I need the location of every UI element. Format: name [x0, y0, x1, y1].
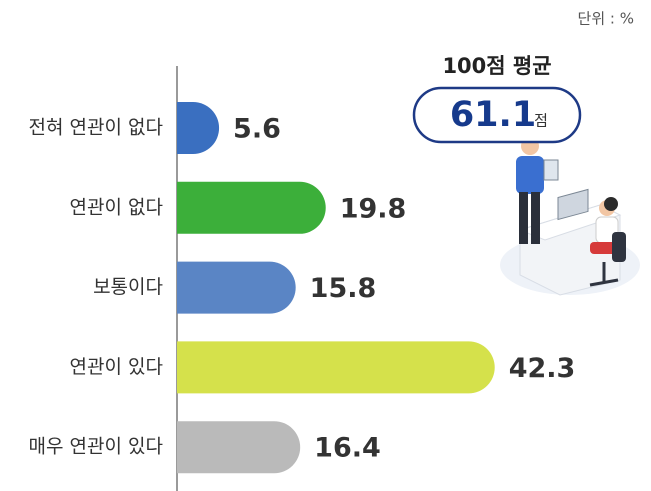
bar [177, 341, 495, 393]
annotation-unit: 점 [534, 112, 548, 130]
unit-label: 단위 : % [578, 10, 634, 28]
value-label: 15.8 [310, 273, 377, 304]
annotation-value: 61.1 [450, 95, 536, 135]
value-label: 16.4 [314, 433, 381, 464]
value-label: 5.6 [233, 114, 281, 145]
annotation-title: 100점 평균 [442, 54, 551, 78]
value-label: 19.8 [340, 193, 407, 224]
bar [177, 421, 300, 473]
category-label: 전혀 연관이 없다 [29, 117, 163, 139]
bar [177, 182, 326, 234]
bar [177, 262, 296, 314]
bar [177, 102, 219, 154]
illustration [500, 135, 640, 295]
page: {"chart_data": { "type": "bar", "orienta… [0, 0, 651, 491]
category-label: 매우 연관이 있다 [29, 436, 163, 458]
chart: 단위 : % 100점 평균 61.1 점 전혀 연관이 없다 5.6 연관이 없다… [0, 0, 651, 491]
category-label: 연관이 없다 [70, 196, 163, 218]
category-label: 보통이다 [93, 276, 163, 298]
category-label: 연관이 있다 [70, 356, 163, 378]
value-label: 42.3 [509, 353, 576, 384]
